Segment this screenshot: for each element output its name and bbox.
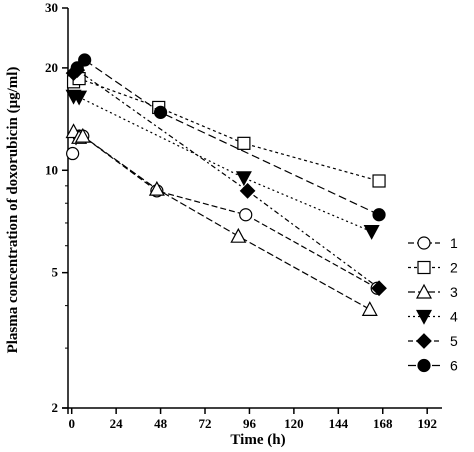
y-tick-label: 30 bbox=[45, 0, 58, 15]
series-line-1 bbox=[72, 135, 378, 289]
y-tick-label: 10 bbox=[45, 162, 58, 177]
legend-label: 4 bbox=[450, 309, 458, 325]
y-tick-label: 5 bbox=[52, 265, 59, 280]
legend-item-6: 6 bbox=[408, 358, 458, 374]
data-point bbox=[230, 227, 247, 243]
legend-marker bbox=[417, 236, 431, 250]
legend: 1 2 3 4 5 6 bbox=[408, 235, 458, 374]
series-line-3 bbox=[73, 131, 371, 310]
x-tick-label: 192 bbox=[417, 416, 437, 431]
x-tick-label: 120 bbox=[284, 416, 304, 431]
legend-label: 1 bbox=[450, 235, 458, 251]
data-point bbox=[235, 171, 252, 187]
legend-label: 2 bbox=[450, 260, 458, 276]
data-point bbox=[363, 225, 380, 240]
legend-label: 3 bbox=[450, 284, 458, 300]
legend-marker bbox=[415, 283, 433, 299]
legend-marker bbox=[415, 309, 433, 325]
data-point bbox=[372, 208, 386, 222]
series-layer bbox=[65, 53, 387, 316]
legend-item-1: 1 bbox=[408, 235, 458, 251]
x-tick-label: 96 bbox=[243, 416, 257, 431]
x-tick-label: 0 bbox=[68, 416, 75, 431]
data-point bbox=[153, 105, 168, 119]
legend-item-5: 5 bbox=[408, 333, 458, 349]
y-tick-label: 2 bbox=[52, 400, 59, 415]
data-point bbox=[371, 280, 387, 297]
x-axis-label: Time (h) bbox=[230, 432, 285, 448]
series-2 bbox=[66, 72, 386, 188]
series-5 bbox=[65, 62, 387, 297]
legend-item-4: 4 bbox=[408, 309, 458, 325]
legend-marker bbox=[417, 358, 431, 373]
x-tick-label: 144 bbox=[329, 416, 349, 431]
data-point bbox=[239, 182, 256, 199]
series-1 bbox=[66, 129, 384, 295]
axes: 0 24 48 72 96 120 144 168 192 2 5 10 20 30 bbox=[45, 0, 442, 431]
legend-marker bbox=[417, 260, 431, 275]
y-axis-label: Plasma concentration of doxorubicin (μg/… bbox=[5, 67, 21, 354]
series-3 bbox=[65, 123, 378, 316]
x-tick-label: 48 bbox=[154, 416, 168, 431]
x-tick-label: 168 bbox=[373, 416, 393, 431]
data-point bbox=[78, 53, 92, 67]
data-point bbox=[66, 146, 80, 161]
legend-item-3: 3 bbox=[408, 283, 458, 300]
legend-marker bbox=[416, 333, 432, 349]
y-tick-label: 20 bbox=[45, 60, 58, 75]
data-point bbox=[237, 136, 251, 150]
legend-label: 5 bbox=[450, 333, 458, 349]
legend-item-2: 2 bbox=[408, 260, 458, 276]
series-line-2 bbox=[73, 77, 380, 182]
series-4 bbox=[65, 89, 380, 240]
data-point bbox=[148, 180, 165, 196]
series-line-4 bbox=[73, 95, 372, 233]
legend-label: 6 bbox=[450, 358, 458, 374]
series-6 bbox=[70, 53, 386, 222]
series-line-6 bbox=[76, 59, 380, 216]
data-point bbox=[74, 127, 91, 143]
x-tick-label: 72 bbox=[199, 416, 212, 431]
data-point bbox=[239, 208, 253, 222]
x-tick-label: 24 bbox=[110, 416, 124, 431]
series-line-5 bbox=[73, 69, 380, 289]
data-point bbox=[361, 301, 378, 316]
data-point bbox=[372, 174, 386, 188]
data-point bbox=[71, 90, 88, 106]
